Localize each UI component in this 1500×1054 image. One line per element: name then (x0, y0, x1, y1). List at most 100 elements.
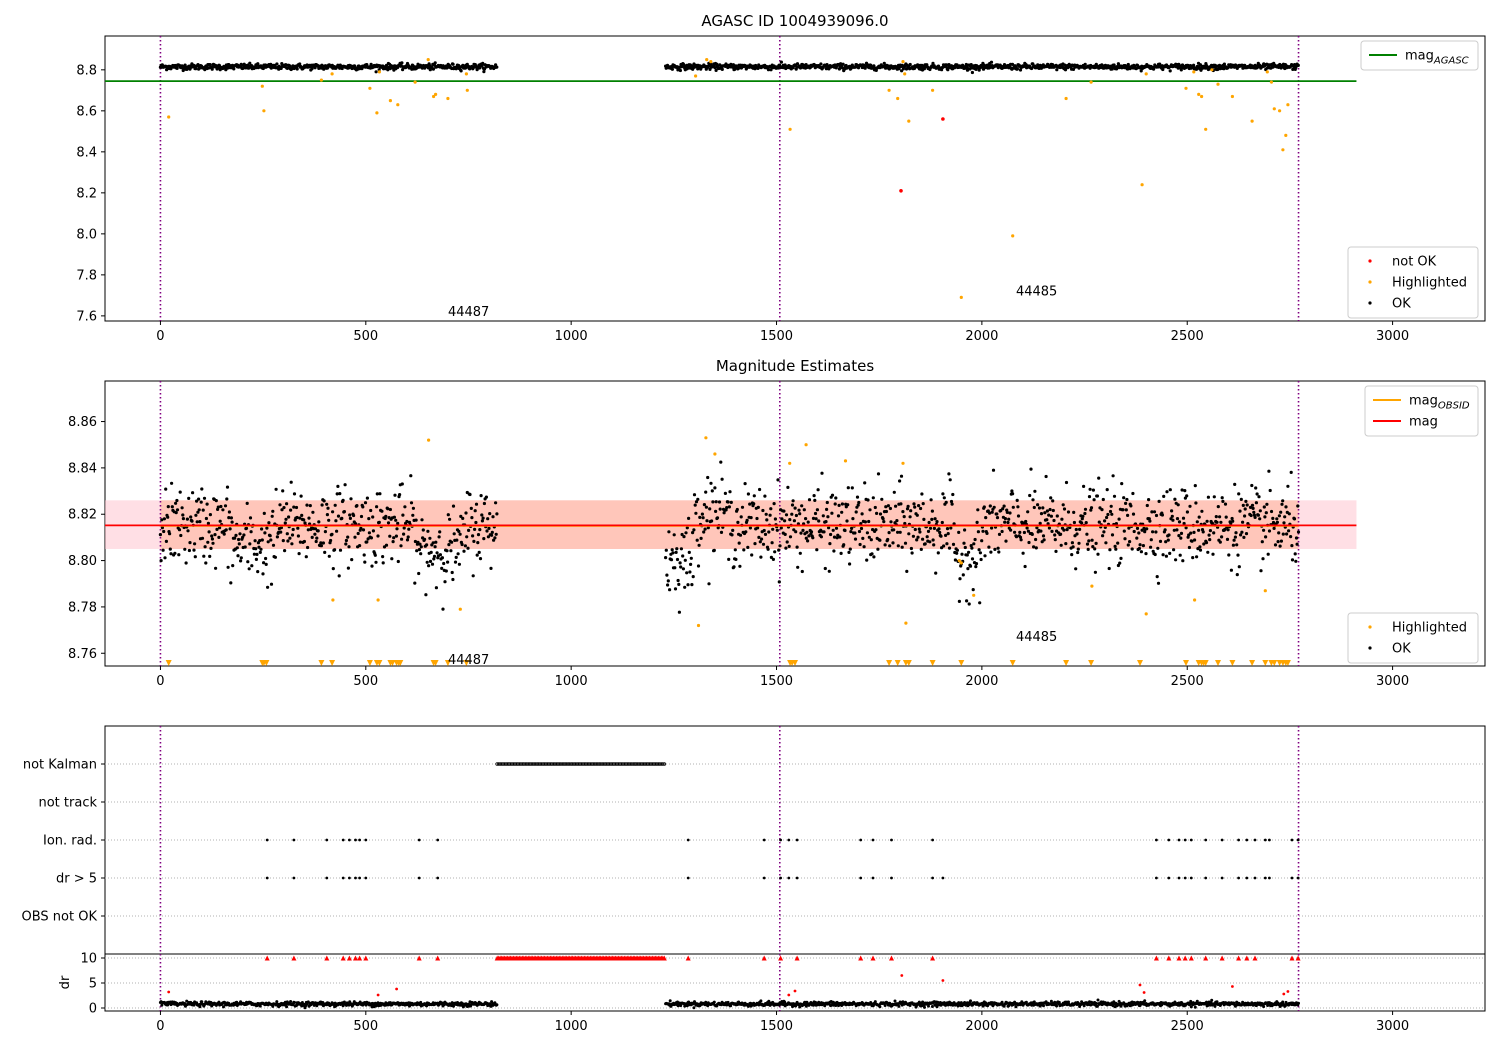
ok-point (676, 558, 679, 561)
ok-point (1233, 539, 1236, 542)
ok-point (671, 68, 674, 71)
highlighted-point (1266, 70, 1269, 73)
dr-gt-5-point (1155, 877, 1158, 880)
ok-point (480, 494, 483, 497)
dr-ok-point (1194, 1006, 1197, 1009)
ok-point (1062, 503, 1065, 506)
ok-point (1098, 521, 1101, 524)
dr-not-ok-point (377, 994, 380, 997)
ok-point (337, 515, 340, 518)
ok-point (1288, 512, 1291, 515)
ok-point (343, 510, 346, 513)
y-tick-label: 7.6 (76, 309, 97, 324)
ok-point (438, 535, 441, 538)
dr-gt-5-point (1167, 877, 1170, 880)
ok-point (865, 559, 868, 562)
ok-point (711, 500, 714, 503)
ok-point (1172, 548, 1175, 551)
x-tick-label: 2000 (965, 329, 998, 344)
obsid-annotation: 44487 (448, 305, 489, 320)
panel1-notok-points (899, 117, 945, 192)
dr-ok-point (759, 999, 762, 1002)
ok-point (1105, 516, 1108, 519)
x-tick-label: 3000 (1376, 674, 1409, 689)
x-tick-label: 500 (353, 1019, 378, 1034)
ok-point (476, 554, 479, 557)
ok-point (714, 510, 717, 513)
ok-point (719, 508, 722, 511)
ion-rad-point (1167, 839, 1170, 842)
ok-point (794, 530, 797, 533)
ok-point (1274, 543, 1277, 546)
ok-point (1043, 538, 1046, 541)
dr-gt-5-point (342, 877, 345, 880)
ok-point (188, 541, 191, 544)
ok-point (965, 599, 968, 602)
dr-gt-5-point (1237, 877, 1240, 880)
ok-point (922, 518, 925, 521)
ok-point (370, 536, 373, 539)
dr-gt-5-point (1245, 877, 1248, 880)
below-range-marker (1249, 660, 1255, 666)
below-range-marker (318, 660, 324, 666)
ok-point (286, 539, 289, 542)
ok-point (803, 508, 806, 511)
ok-point (455, 556, 458, 559)
ok-point (817, 488, 820, 491)
ok-point (192, 549, 195, 552)
ok-point (848, 562, 851, 565)
ok-point (1212, 531, 1215, 534)
ok-point (452, 505, 455, 508)
highlighted-point (844, 459, 847, 462)
ok-point (851, 517, 854, 520)
highlighted-point (368, 87, 371, 90)
ok-point (183, 548, 186, 551)
ok-point (342, 499, 345, 502)
ok-point (887, 504, 890, 507)
ok-point (186, 529, 189, 532)
dr-ok-point (275, 1000, 278, 1003)
ok-point (431, 563, 434, 566)
ok-point (1294, 552, 1297, 555)
ok-point (805, 531, 808, 534)
ok-point (1195, 555, 1198, 558)
ok-point (1179, 554, 1182, 557)
ok-point (813, 499, 816, 502)
dr-axis-label: dr (58, 975, 73, 989)
dr-ok-point (894, 1000, 897, 1003)
ok-point (899, 531, 902, 534)
ok-point (209, 547, 212, 550)
ok-point (1123, 537, 1126, 540)
ok-point (1287, 529, 1290, 532)
ok-point (323, 551, 326, 554)
ok-point (674, 587, 677, 590)
ok-point (1238, 510, 1241, 513)
ok-point (1250, 484, 1253, 487)
dr-gt-5-point (687, 877, 690, 880)
ok-point (169, 548, 172, 551)
legend-label: Highlighted (1392, 621, 1467, 636)
ok-point (371, 515, 374, 518)
highlighted-point (389, 99, 392, 102)
ok-point (853, 531, 856, 534)
ok-point (1009, 529, 1012, 532)
ok-point (937, 551, 940, 554)
ok-point (970, 547, 973, 550)
panel1-title: AGASC ID 1004939096.0 (701, 12, 888, 30)
ok-point (1033, 506, 1036, 509)
ion-rad-point (358, 839, 361, 842)
ok-point (721, 68, 724, 71)
ok-point (248, 567, 251, 570)
ok-point (1072, 545, 1075, 548)
ok-point (819, 62, 822, 65)
ok-point (1034, 538, 1037, 541)
ion-rad-point (1291, 839, 1294, 842)
ok-point (825, 508, 828, 511)
category-label: not track (38, 796, 97, 811)
dr-ok-point (969, 999, 972, 1002)
ok-point (347, 545, 350, 548)
ok-point (378, 521, 381, 524)
ok-point (1188, 505, 1191, 508)
ok-point (397, 560, 400, 563)
